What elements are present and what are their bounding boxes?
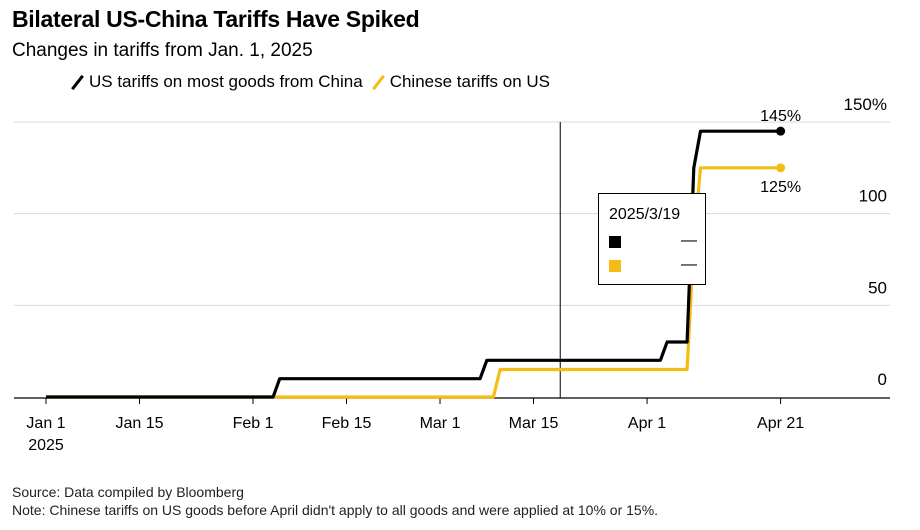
- chart-title: Bilateral US-China Tariffs Have Spiked: [12, 6, 420, 32]
- x-tick-label: Feb 15: [322, 415, 372, 432]
- tooltip-row-us: —: [609, 232, 697, 250]
- x-tick-label: Feb 1: [233, 415, 274, 432]
- chart-area[interactable]: 0 50 100 150% Jan 1 2025 Jan 15 Feb 1 Feb 15 Mar …: [0, 0, 920, 470]
- x-tick-label: Apr 21: [757, 415, 804, 432]
- y-tick-label: 150%: [844, 95, 887, 114]
- source-note: Source: Data compiled by Bloomberg: [12, 484, 244, 500]
- x-tick-label: Mar 15: [509, 415, 559, 432]
- y-tick-label: 100: [859, 187, 887, 206]
- series-line-us: [46, 129, 781, 399]
- legend-label-us: US tariffs on most goods from China: [89, 72, 363, 91]
- x-tick-sublabel: 2025: [28, 437, 64, 454]
- y-tick-label: 0: [878, 370, 887, 389]
- x-tick-label: Jan 1: [26, 415, 65, 432]
- x-tick-label: Jan 15: [115, 415, 163, 432]
- legend-item-china[interactable]: Chinese tariffs on US: [371, 72, 551, 92]
- x-tick-label: Mar 1: [420, 415, 461, 432]
- tooltip-swatch-us: [609, 236, 621, 248]
- chart-subtitle: Changes in tariffs from Jan. 1, 2025: [12, 40, 313, 61]
- series-line-china: [46, 166, 781, 399]
- legend: US tariffs on most goods from China Chin…: [71, 72, 564, 92]
- tooltip-value-china: —: [681, 256, 697, 273]
- tooltip-value-us: —: [681, 232, 697, 249]
- tooltip-swatch-china: [609, 260, 621, 272]
- legend-label-china: Chinese tariffs on US: [389, 72, 551, 91]
- footnote: Note: Chinese tariffs on US goods before…: [12, 502, 659, 518]
- y-tick-label: 50: [868, 278, 887, 297]
- tooltip-date: 2025/3/19: [609, 206, 681, 223]
- hover-tooltip: 2025/3/19 — —: [598, 193, 706, 285]
- x-tick-label: Apr 1: [628, 415, 666, 432]
- end-label-us: 145%: [760, 108, 801, 125]
- end-point-us: [776, 126, 786, 136]
- end-label-china: 125%: [760, 179, 801, 196]
- tooltip-row-china: —: [609, 256, 697, 274]
- legend-item-us[interactable]: US tariffs on most goods from China: [71, 72, 363, 92]
- end-point-china: [776, 163, 786, 173]
